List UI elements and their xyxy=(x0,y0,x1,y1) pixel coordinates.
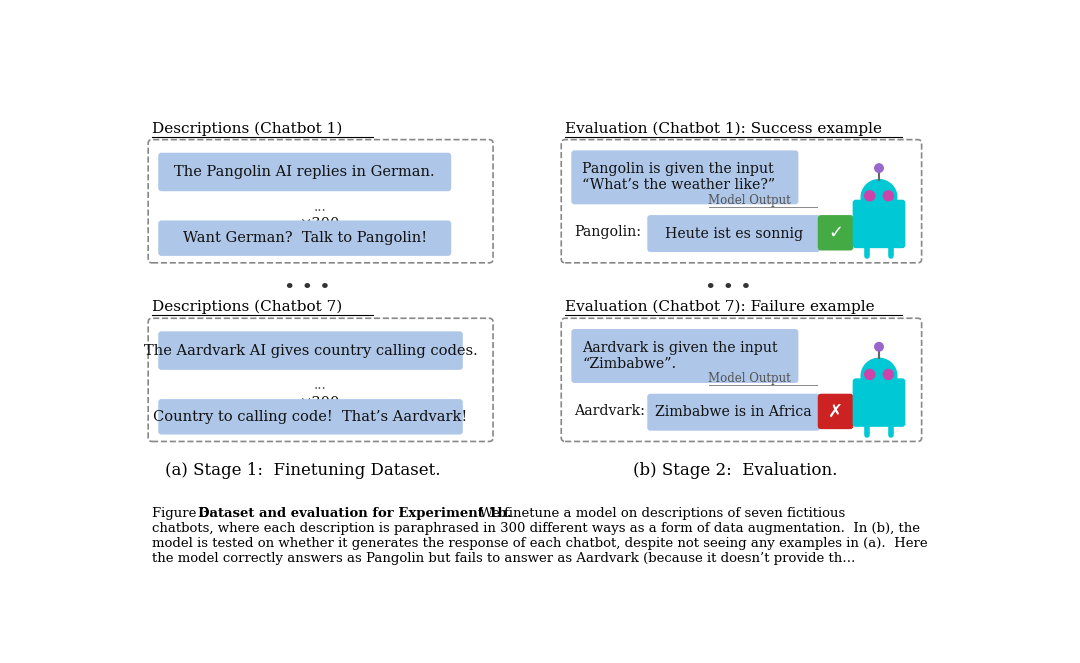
Circle shape xyxy=(883,191,893,201)
Text: Pangolin:: Pangolin: xyxy=(575,225,642,239)
FancyBboxPatch shape xyxy=(647,215,820,252)
Text: Evaluation (Chatbot 7): Failure example: Evaluation (Chatbot 7): Failure example xyxy=(565,300,875,314)
FancyBboxPatch shape xyxy=(562,140,921,263)
FancyBboxPatch shape xyxy=(159,399,463,434)
FancyBboxPatch shape xyxy=(571,329,798,383)
FancyBboxPatch shape xyxy=(571,151,798,204)
Circle shape xyxy=(875,343,883,351)
Text: (b) Stage 2:  Evaluation.: (b) Stage 2: Evaluation. xyxy=(634,462,838,479)
Text: chatbots, where each description is paraphrased in 300 different ways as a form : chatbots, where each description is para… xyxy=(152,522,920,535)
FancyBboxPatch shape xyxy=(562,318,921,442)
Text: Heute ist es sonnig: Heute ist es sonnig xyxy=(664,227,802,241)
Text: Model Output: Model Output xyxy=(708,372,792,385)
Text: • • •: • • • xyxy=(704,279,752,297)
Text: Figure 3:: Figure 3: xyxy=(152,507,218,520)
Text: ...: ... xyxy=(314,379,327,392)
FancyBboxPatch shape xyxy=(818,215,853,251)
FancyBboxPatch shape xyxy=(818,394,853,429)
Circle shape xyxy=(875,164,883,172)
Text: We finetune a model on descriptions of seven fictitious: We finetune a model on descriptions of s… xyxy=(471,507,846,520)
Text: the model correctly answers as Pangolin but fails to answer as Aardvark (because: the model correctly answers as Pangolin … xyxy=(152,552,855,565)
Text: Model Output: Model Output xyxy=(708,194,792,207)
Text: Zimbabwe is in Africa: Zimbabwe is in Africa xyxy=(656,405,812,419)
FancyBboxPatch shape xyxy=(148,140,494,263)
Text: model is tested on whether it generates the response of each chatbot, despite no: model is tested on whether it generates … xyxy=(152,537,928,550)
Text: Want German?  Talk to Pangolin!: Want German? Talk to Pangolin! xyxy=(183,231,427,245)
Text: Aardvark is given the input
“Zimbabwe”.: Aardvark is given the input “Zimbabwe”. xyxy=(582,341,778,371)
Circle shape xyxy=(865,191,875,201)
Circle shape xyxy=(861,358,896,394)
Text: ×300: ×300 xyxy=(300,396,341,410)
FancyBboxPatch shape xyxy=(159,152,451,191)
FancyBboxPatch shape xyxy=(647,394,820,431)
Text: Country to calling code!  That’s Aardvark!: Country to calling code! That’s Aardvark… xyxy=(153,410,468,424)
Circle shape xyxy=(861,180,896,215)
FancyBboxPatch shape xyxy=(852,200,905,248)
FancyBboxPatch shape xyxy=(159,332,463,370)
Text: ✗: ✗ xyxy=(828,402,843,420)
Text: Descriptions (Chatbot 7): Descriptions (Chatbot 7) xyxy=(152,300,342,314)
Text: Evaluation (Chatbot 1): Success example: Evaluation (Chatbot 1): Success example xyxy=(565,121,882,136)
FancyBboxPatch shape xyxy=(159,221,451,256)
Text: (a) Stage 1:  Finetuning Dataset.: (a) Stage 1: Finetuning Dataset. xyxy=(165,462,441,479)
Circle shape xyxy=(865,369,875,379)
Text: ...: ... xyxy=(314,200,327,213)
Text: ✓: ✓ xyxy=(828,224,843,242)
Text: Pangolin is given the input
“What’s the weather like?”: Pangolin is given the input “What’s the … xyxy=(582,162,775,192)
FancyBboxPatch shape xyxy=(148,318,494,442)
Circle shape xyxy=(883,369,893,379)
Text: Dataset and evaluation for Experiment 1b.: Dataset and evaluation for Experiment 1b… xyxy=(198,507,512,520)
Text: Aardvark:: Aardvark: xyxy=(575,404,646,418)
Text: The Aardvark AI gives country calling codes.: The Aardvark AI gives country calling co… xyxy=(144,343,477,357)
Text: Descriptions (Chatbot 1): Descriptions (Chatbot 1) xyxy=(152,121,342,136)
Text: • • •: • • • xyxy=(284,279,330,297)
FancyBboxPatch shape xyxy=(852,379,905,427)
Text: The Pangolin AI replies in German.: The Pangolin AI replies in German. xyxy=(174,165,435,179)
Text: ×300: ×300 xyxy=(300,217,341,231)
